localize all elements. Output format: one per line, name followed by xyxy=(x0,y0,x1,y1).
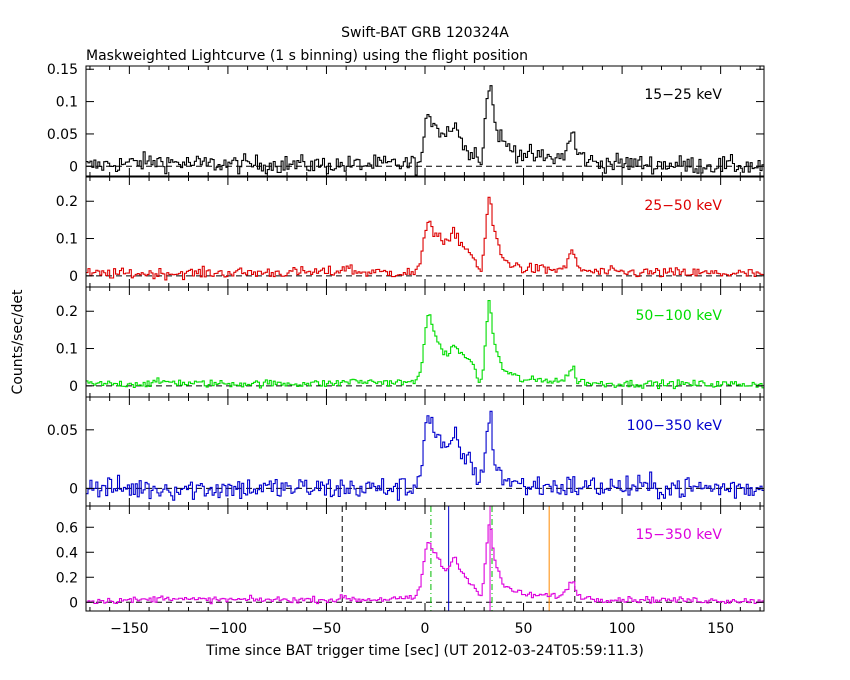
y-tick-label: 0.1 xyxy=(56,342,78,358)
y-tick-label: 0.6 xyxy=(56,520,78,536)
y-tick-label: 0 xyxy=(69,595,78,611)
y-tick-label: 0.05 xyxy=(47,127,78,143)
y-tick-label: 0.4 xyxy=(56,545,78,561)
y-tick-label: 0.15 xyxy=(47,62,78,78)
panel-band-label: 50−100 keV xyxy=(635,308,722,324)
x-tick-label: 100 xyxy=(609,621,636,637)
panel-4: 0 0.05 100−350 keV xyxy=(47,396,765,507)
lightcurve-series xyxy=(86,410,764,501)
panel-band-label: 100−350 keV xyxy=(627,418,723,434)
y-tick-label: 0 xyxy=(69,481,78,497)
y-tick-label: 0.2 xyxy=(56,304,78,320)
x-tick-label: −100 xyxy=(209,621,247,637)
panel-2: 0 0.1 0.2 25−50 keV xyxy=(56,176,765,288)
panel-band-label: 25−50 keV xyxy=(644,198,722,214)
chart-subtitle: Maskweighted Lightcurve (1 s binning) us… xyxy=(86,48,528,64)
y-tick-label: 0.1 xyxy=(56,232,78,248)
x-axis-label: Time since BAT trigger time [sec] (UT 20… xyxy=(205,643,644,659)
lightcurve-series xyxy=(86,300,764,390)
y-tick-label: 0.1 xyxy=(56,95,78,111)
lightcurve-series xyxy=(86,196,764,281)
panels: 0 0.05 0.1 0.15 15−25 keV 0 0.1 0.2 25−50 keV 0 0.… xyxy=(47,62,765,637)
x-tick-label: 50 xyxy=(515,621,533,637)
chart-title: Swift-BAT GRB 120324A xyxy=(341,25,509,41)
x-tick-label: −50 xyxy=(312,621,342,637)
panel-3: 0 0.1 0.2 50−100 keV xyxy=(56,286,765,398)
panel-band-label: 15−25 keV xyxy=(644,87,722,103)
y-axis-label: Counts/sec/det xyxy=(10,289,26,394)
panel-1: 0 0.05 0.1 0.15 15−25 keV xyxy=(47,62,765,177)
y-tick-label: 0 xyxy=(69,159,78,175)
y-tick-label: 0.2 xyxy=(56,194,78,210)
y-tick-label: 0.2 xyxy=(56,570,78,586)
y-tick-label: 0 xyxy=(69,269,78,285)
y-tick-label: 0.05 xyxy=(47,423,78,439)
lightcurve-series xyxy=(86,524,764,605)
x-tick-label: 0 xyxy=(421,621,430,637)
y-tick-label: 0 xyxy=(69,379,78,395)
x-tick-label: −150 xyxy=(110,621,148,637)
panel-5: 0 0.2 0.4 0.6 15−350 keV xyxy=(56,505,765,612)
panel-band-label: 15−350 keV xyxy=(635,527,722,543)
lightcurve-series xyxy=(86,85,764,176)
x-tick-label: 150 xyxy=(707,621,734,637)
